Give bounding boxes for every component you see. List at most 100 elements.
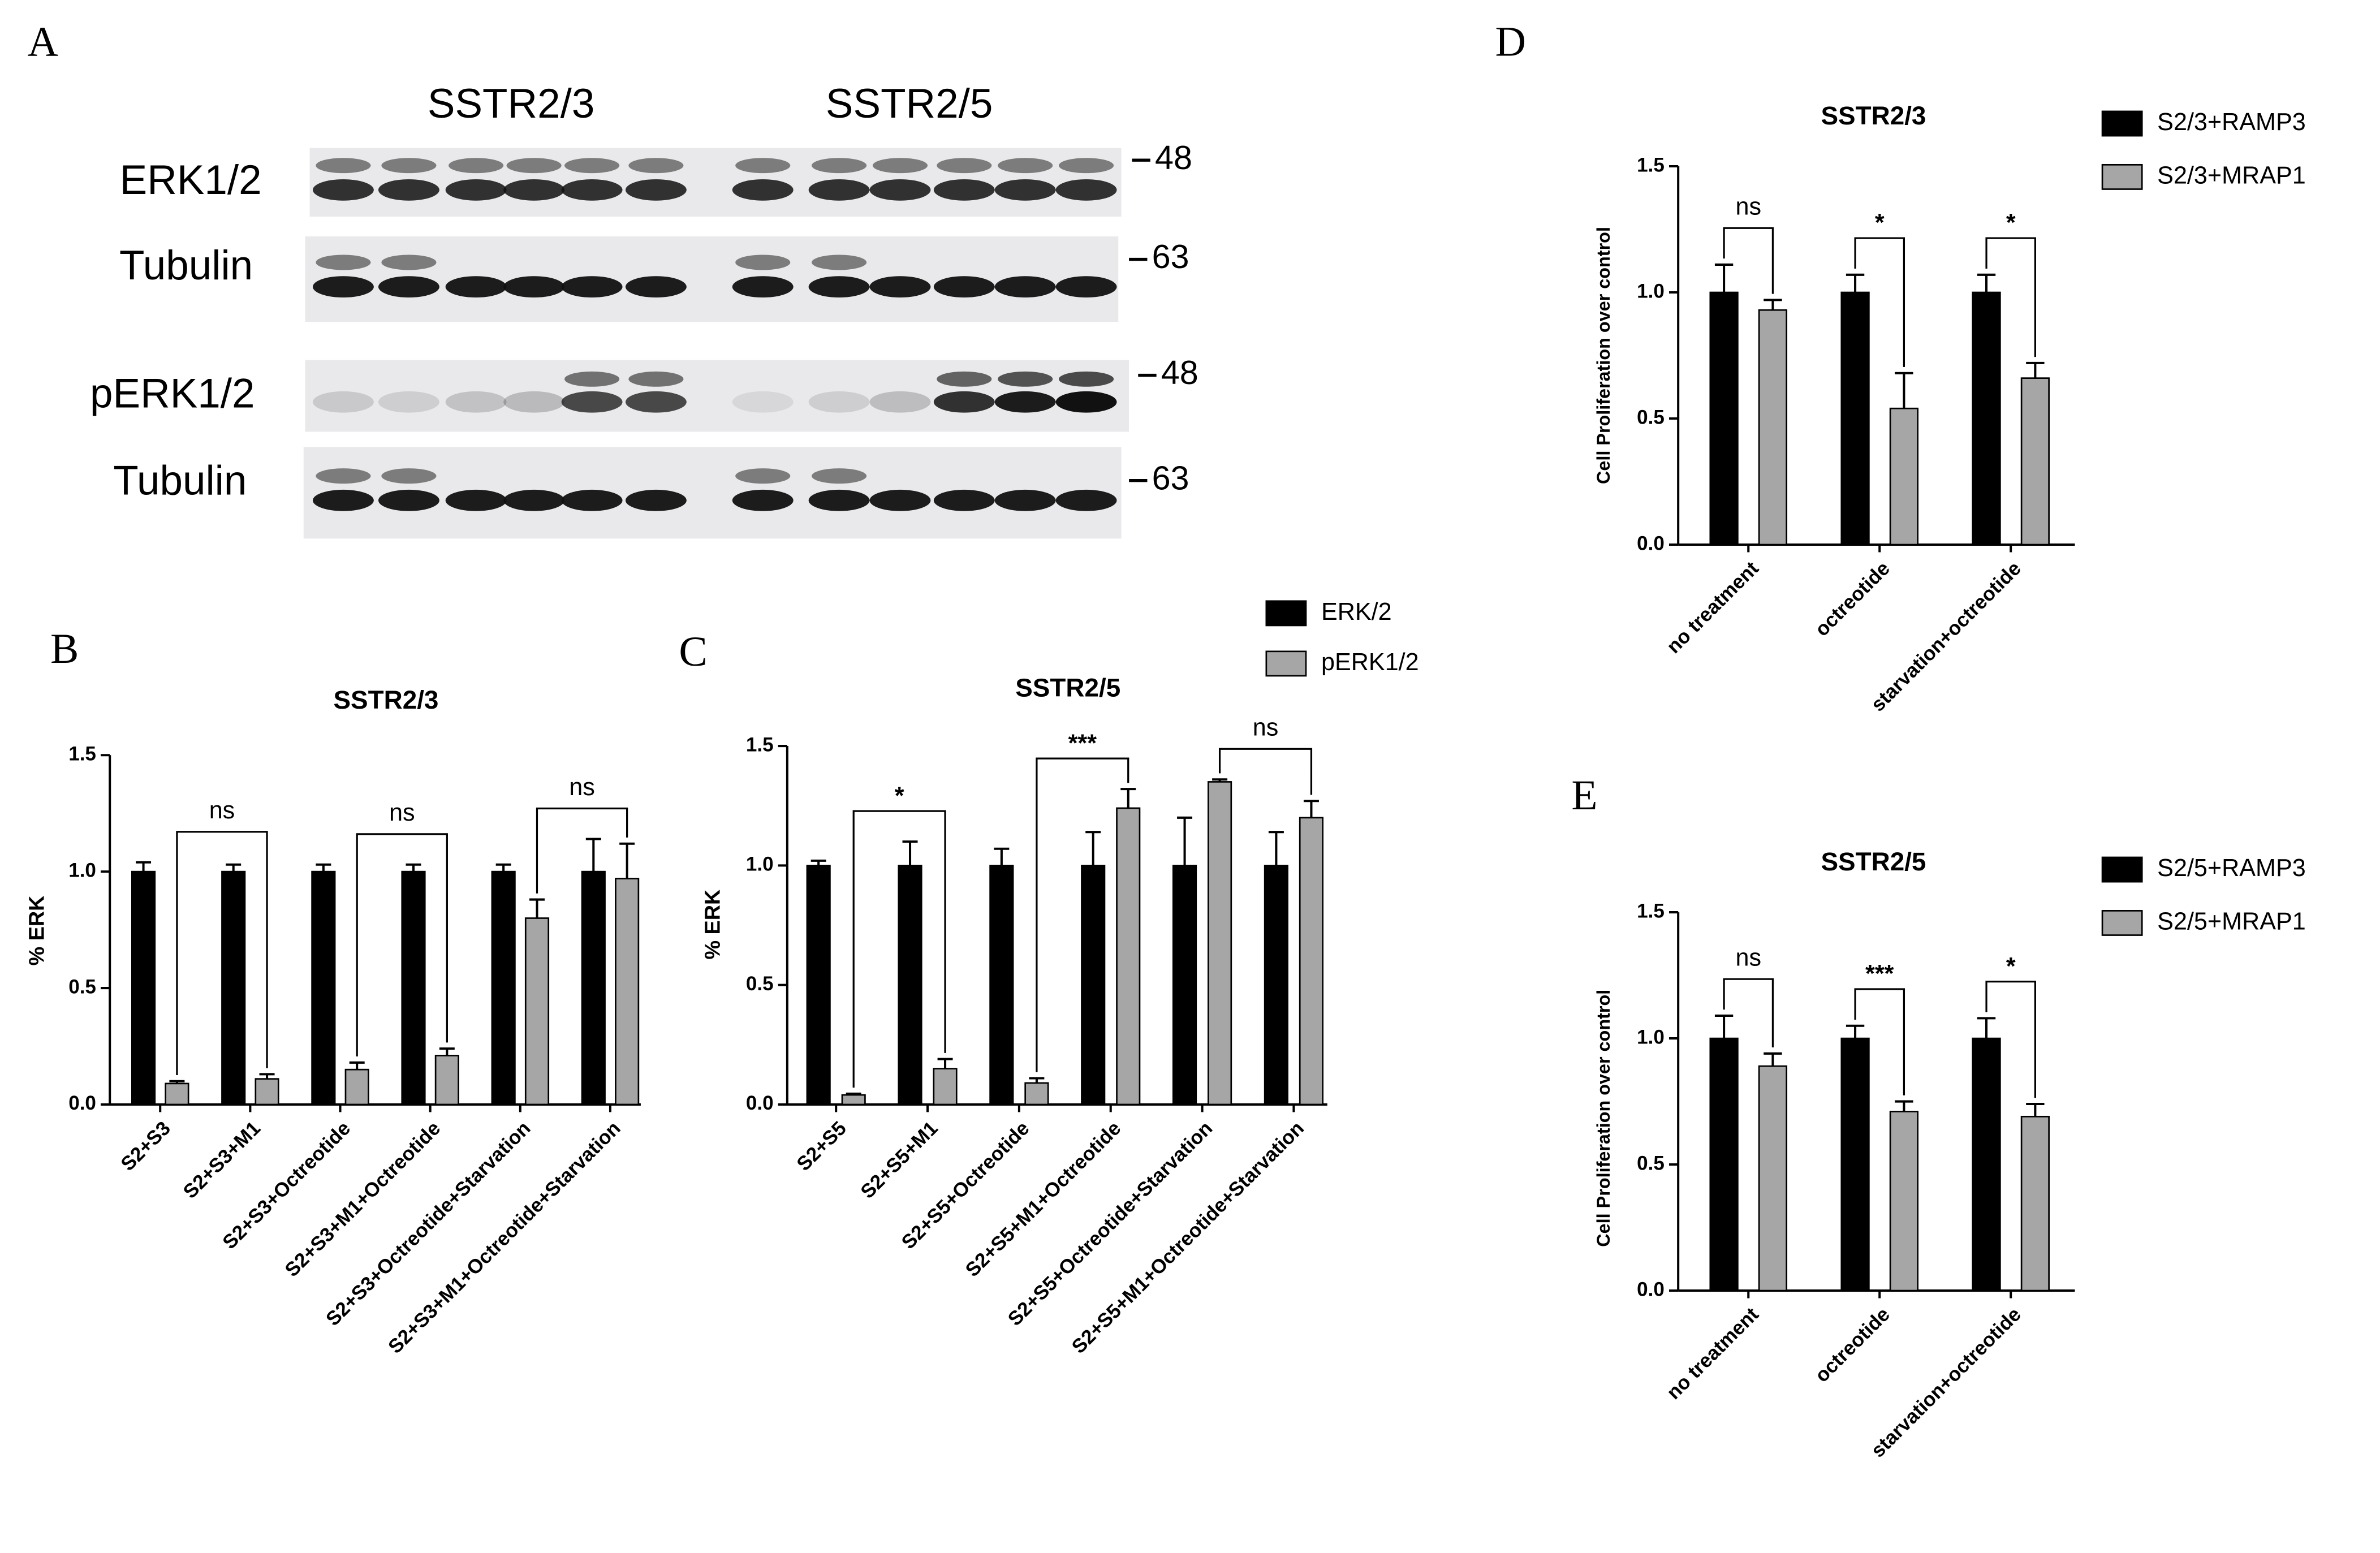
significance-label: ***	[1865, 960, 1894, 987]
blot-band	[1055, 276, 1117, 298]
significance-bracket	[1218, 748, 1313, 795]
blot-band	[381, 158, 437, 174]
y-axis-label: % ERK	[25, 896, 49, 966]
blot-band	[933, 489, 995, 511]
error-bar	[1764, 1052, 1782, 1067]
panel-label: C	[679, 628, 707, 675]
x-tick-label: S2+S3	[117, 1117, 175, 1175]
blot-band	[625, 276, 687, 298]
y-tick-label: 1.5	[746, 734, 774, 756]
blot-band	[561, 391, 623, 413]
x-tick-label: starvation+octreotide	[1867, 557, 2025, 715]
x-tick-label: octreotide	[1811, 557, 1894, 640]
bar	[1972, 1037, 2001, 1292]
error-bar	[1977, 273, 1996, 293]
blot-band	[872, 158, 928, 174]
bar	[1172, 865, 1197, 1106]
blot-band	[628, 371, 684, 387]
blot-band	[869, 276, 931, 298]
error-bar	[1977, 1017, 1996, 1039]
bar	[1972, 291, 2001, 546]
bar	[989, 865, 1014, 1106]
y-tick-label: 1.5	[1637, 154, 1665, 176]
blot-band	[316, 254, 371, 270]
bar	[165, 1082, 189, 1106]
blot-band	[381, 254, 437, 270]
blot-band	[937, 158, 992, 174]
significance-bracket	[1723, 978, 1774, 1048]
error-bar	[846, 1092, 861, 1095]
blot-band	[503, 276, 565, 298]
bar	[1299, 817, 1324, 1106]
y-tick-label: 0.5	[746, 973, 774, 995]
row-label: Tubulin	[113, 458, 247, 503]
row-label: Tubulin	[119, 243, 253, 288]
error-bar	[259, 1073, 275, 1079]
blot-band	[625, 489, 687, 511]
blot-band	[378, 179, 439, 201]
error-bar	[1714, 1014, 1734, 1039]
bar	[311, 870, 336, 1106]
blot-band	[808, 489, 870, 511]
x-tick-label: no treatment	[1662, 1303, 1763, 1404]
blot-band	[625, 179, 687, 201]
legend-swatch	[2101, 910, 2143, 936]
blot-band	[869, 179, 931, 201]
bar	[1264, 865, 1288, 1106]
blot-band	[316, 468, 371, 484]
legend-label: S2/3+MRAP1	[2157, 162, 2306, 189]
marker-label: 63	[1152, 238, 1189, 275]
legend-label: pERK1/2	[1321, 649, 1419, 676]
significance-bracket	[1723, 227, 1774, 294]
blot-band	[381, 468, 437, 484]
blot-band	[732, 276, 794, 298]
significance-bracket	[356, 833, 448, 1057]
significance-bracket	[1985, 237, 2036, 357]
significance-label: *	[2006, 953, 2016, 980]
error-bar	[316, 863, 331, 872]
blot-band	[732, 179, 794, 201]
error-bar	[1029, 1077, 1045, 1083]
bar	[491, 870, 516, 1106]
blot-band	[812, 468, 867, 484]
y-tick-label: 1.0	[746, 853, 774, 875]
blot-band	[998, 371, 1053, 387]
chart-title: SSTR2/5	[1821, 847, 1926, 876]
bar	[1758, 309, 1788, 546]
significance-label: *	[2006, 209, 2016, 236]
significance-label: ns	[389, 799, 415, 826]
blot-band	[445, 179, 507, 201]
y-tick-label: 0.5	[68, 976, 96, 998]
error-bar	[1764, 299, 1782, 310]
blot-band	[445, 276, 507, 298]
significance-label: *	[895, 782, 904, 809]
blot-band	[561, 179, 623, 201]
marker-label: 48	[1155, 139, 1192, 176]
error-bar	[1303, 800, 1319, 818]
blot-band	[316, 158, 371, 174]
significance-label: ns	[569, 774, 595, 801]
blot-band	[994, 276, 1056, 298]
blot-band	[732, 489, 794, 511]
error-bar	[1268, 831, 1284, 866]
blot-band	[933, 179, 995, 201]
error-bar	[136, 861, 152, 872]
blot-band	[735, 254, 791, 270]
bar	[434, 1055, 459, 1106]
group-label: SSTR2/5	[826, 81, 993, 127]
blot-band	[735, 158, 791, 174]
blot-band	[506, 158, 562, 174]
blot-band	[625, 391, 687, 413]
legend-swatch	[2101, 856, 2143, 883]
marker-label: 63	[1152, 459, 1189, 497]
error-bar	[902, 840, 918, 866]
blot-band	[378, 391, 439, 413]
blot-band	[1059, 158, 1114, 174]
y-axis-label: Cell Proliferation over control	[1593, 990, 1614, 1247]
blot-band	[445, 489, 507, 511]
error-bar	[1895, 372, 1913, 409]
chart-title: SSTR2/3	[1821, 101, 1926, 130]
bar	[933, 1068, 958, 1106]
error-bar	[937, 1058, 953, 1069]
